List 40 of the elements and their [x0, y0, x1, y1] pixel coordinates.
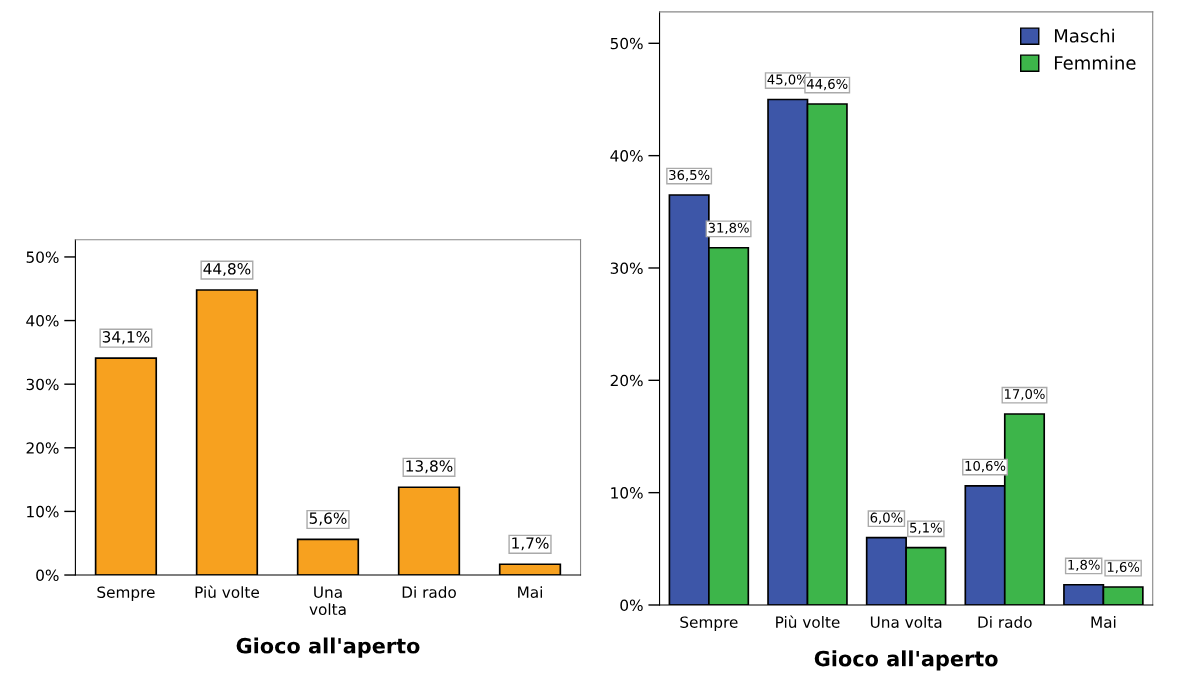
y-tick-label: 0%	[36, 569, 59, 582]
x-tick-label: Più volte	[195, 585, 259, 598]
data-label: 36,5%	[669, 169, 710, 182]
data-label: 1,8%	[1068, 559, 1100, 572]
y-tick-label: 20%	[26, 442, 59, 454]
data-label: 31,8%	[708, 222, 749, 235]
y-tick-label: 30%	[610, 262, 643, 274]
data-label: 44,6%	[806, 78, 848, 91]
legend-label: Femmine	[1054, 55, 1136, 70]
data-label: 44,8%	[203, 263, 251, 277]
x-tick-label: Mai	[518, 586, 542, 598]
x-tick-label: Mai	[1091, 616, 1116, 628]
data-label: 34,1%	[102, 331, 150, 345]
x-tick-label: Di rado	[402, 586, 456, 598]
data-label: 5,6%	[309, 512, 347, 526]
y-tick-label: 10%	[27, 505, 59, 518]
x-tick-label: Più volte	[776, 615, 840, 628]
y-tick-label: 40%	[610, 150, 643, 162]
y-tick-label: 50%	[26, 251, 59, 263]
data-label: 1,6%	[1107, 561, 1140, 574]
y-tick-label: 50%	[610, 37, 643, 50]
data-label: 17,0%	[1004, 388, 1045, 401]
y-tick-label: 30%	[26, 378, 59, 391]
y-tick-label: 20%	[610, 374, 643, 387]
legend-label: Maschi	[1054, 28, 1114, 43]
data-label: 13,8%	[406, 460, 453, 474]
x-tick-label: Una volta	[309, 586, 346, 616]
data-label: 10,6%	[965, 460, 1006, 473]
x-tick-label: Una volta	[870, 616, 942, 628]
x-tick-label: Sempre	[97, 586, 155, 601]
y-tick-label: 10%	[611, 487, 643, 499]
x-tick-label: Di rado	[978, 616, 1032, 628]
x-tick-label: Sempre	[680, 616, 738, 631]
x-axis-title: Gioco all'aperto	[236, 637, 420, 658]
y-tick-label: 0%	[620, 599, 643, 612]
data-label: 1,7%	[512, 537, 549, 551]
x-axis-title: Gioco all'aperto	[814, 650, 998, 671]
data-label: 6,0%	[870, 512, 903, 524]
y-tick-label: 40%	[26, 315, 59, 327]
data-label: 5,1%	[910, 522, 942, 534]
